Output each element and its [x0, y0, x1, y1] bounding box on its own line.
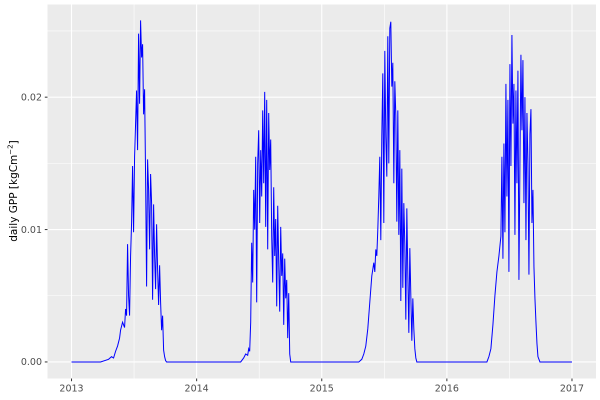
- y-axis-title-bracket: ]: [7, 140, 20, 145]
- y-axis-title-text: daily GPP [kgCm: [7, 154, 20, 242]
- gpp-line: [71, 20, 572, 363]
- y-axis-title-superscript: −2: [6, 144, 15, 155]
- y-tick-label: 0.02: [21, 92, 42, 103]
- y-axis-title: daily GPP [kgCm−2]: [6, 140, 20, 241]
- x-tick-label: 2016: [435, 384, 459, 395]
- x-tick-label: 2017: [560, 384, 584, 395]
- x-tick-label: 2014: [185, 384, 209, 395]
- y-tick-label: 0.00: [21, 357, 42, 368]
- x-tick-label: 2015: [310, 384, 334, 395]
- x-tick-label: 2013: [59, 384, 83, 395]
- y-tick-label: 0.01: [21, 225, 42, 236]
